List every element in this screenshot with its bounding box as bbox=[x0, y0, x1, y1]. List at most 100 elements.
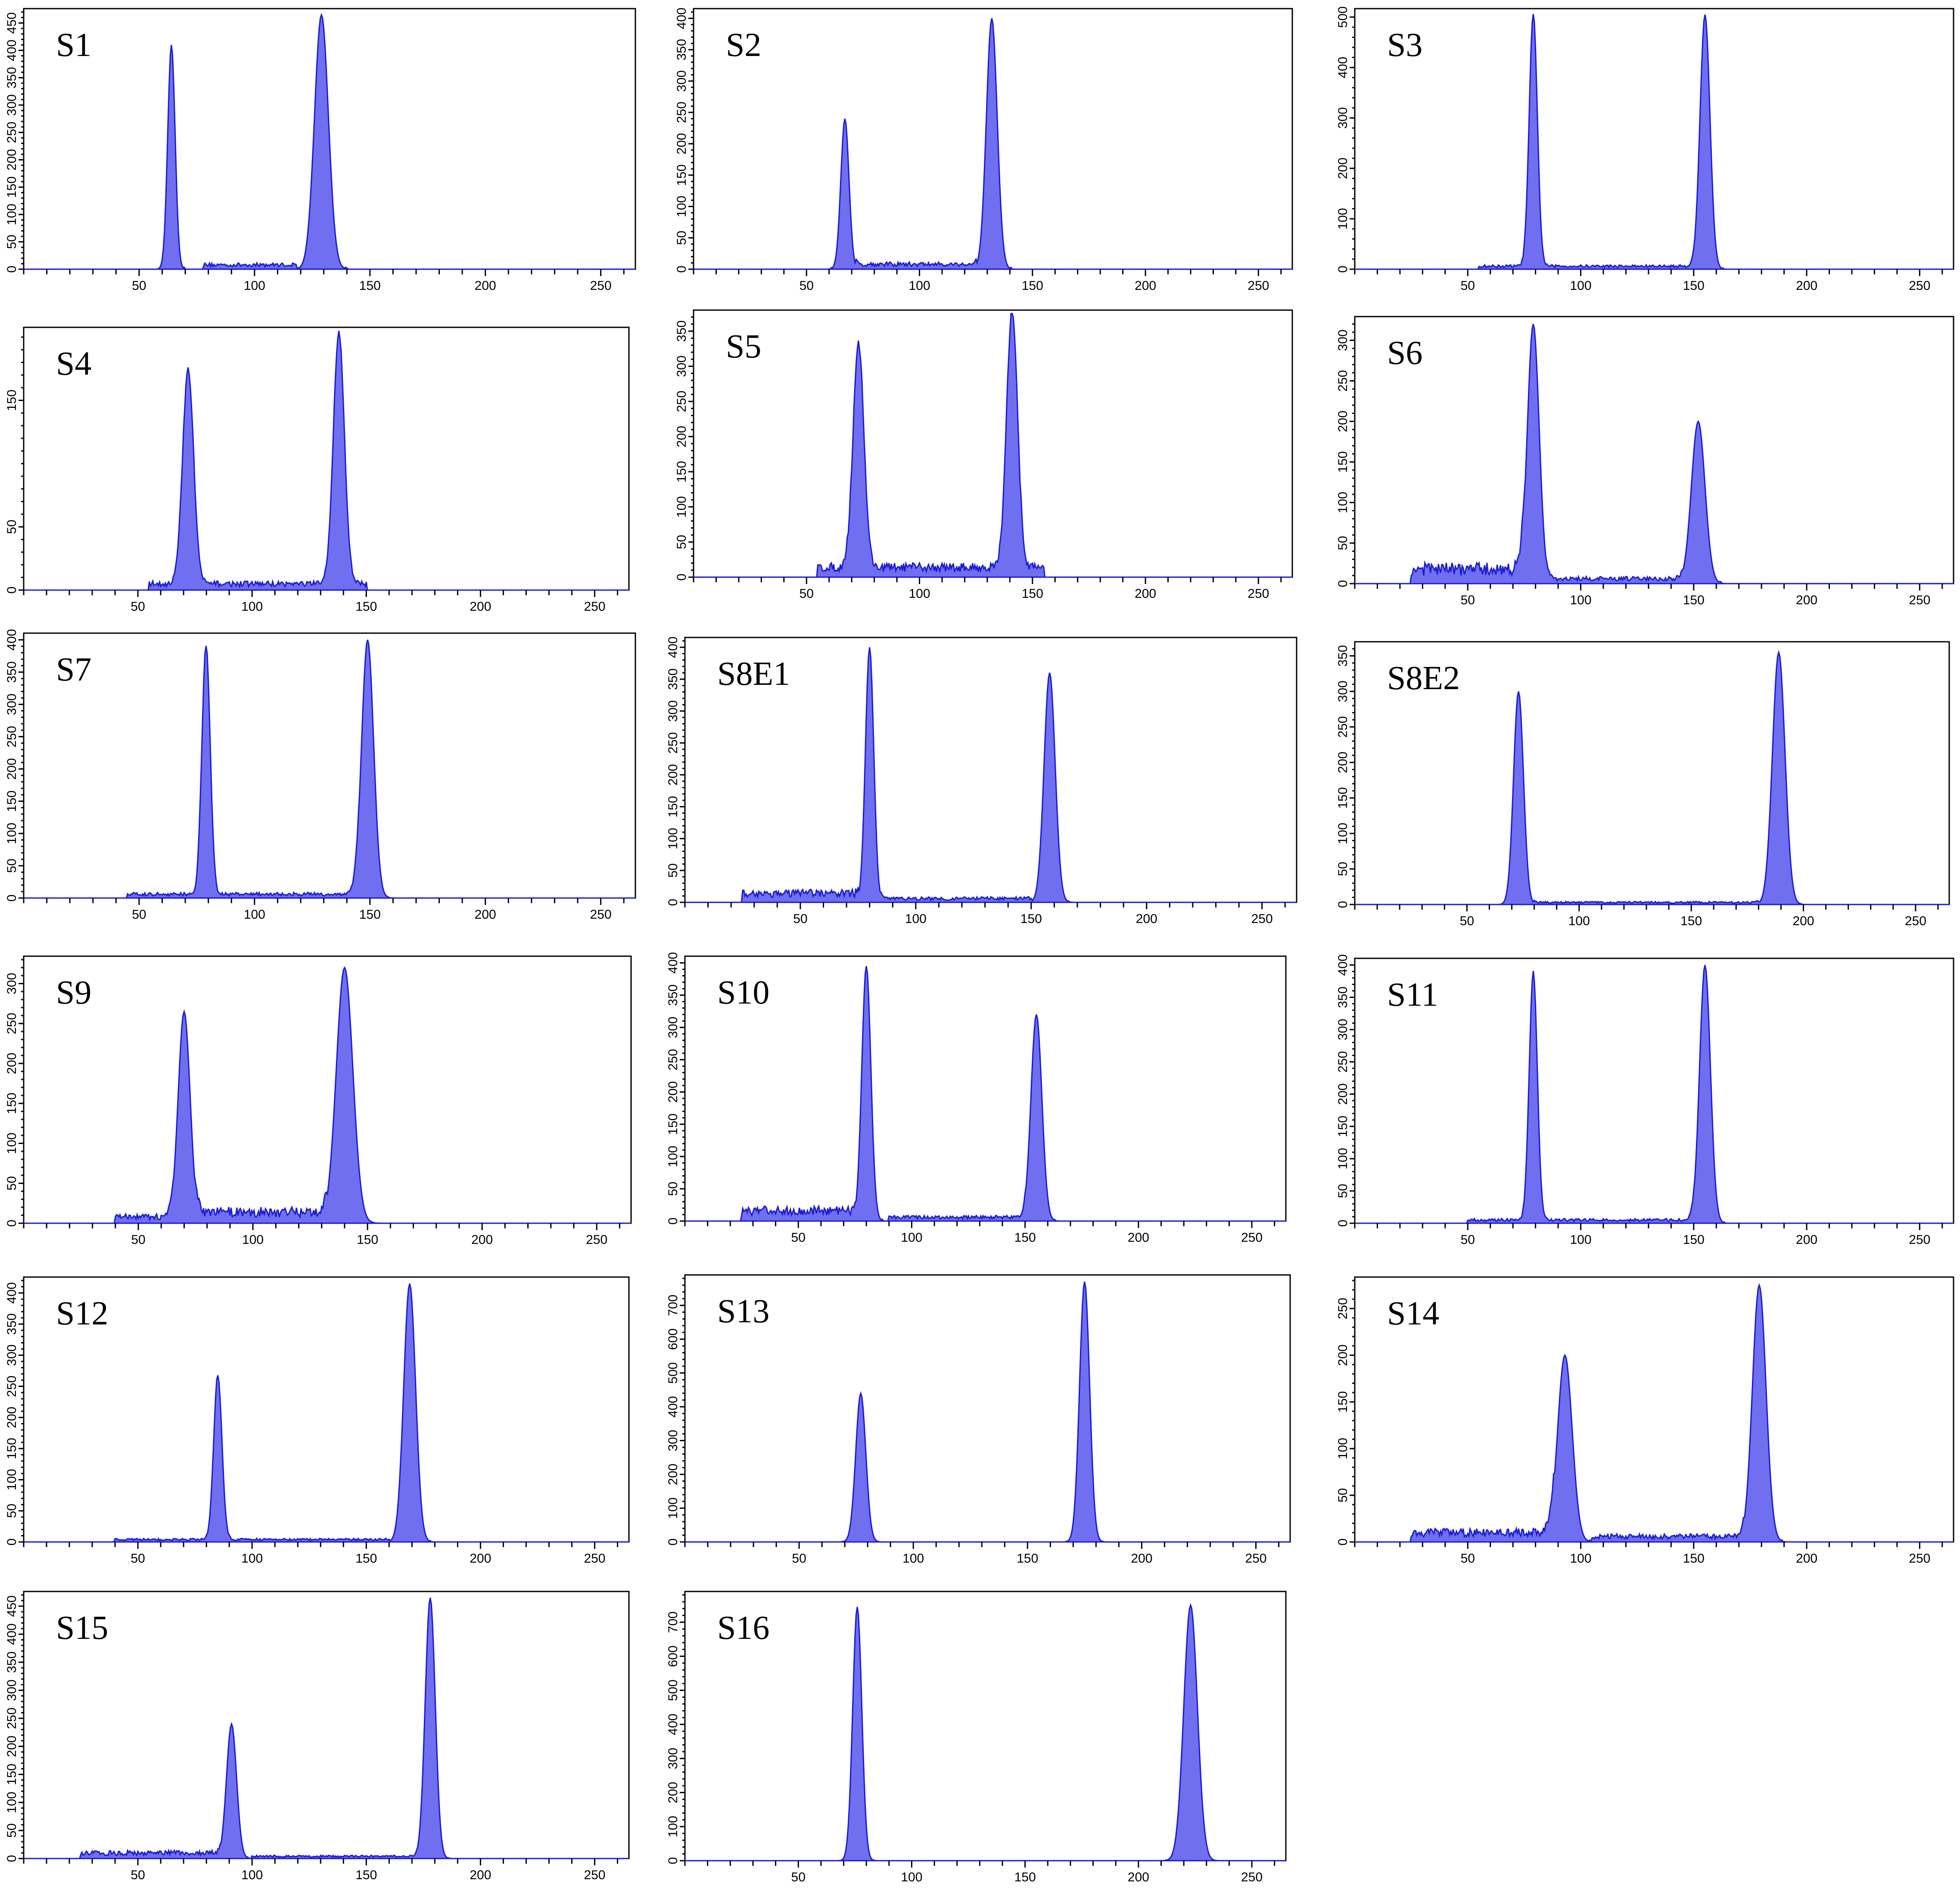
y-tick-label: 100 bbox=[5, 1133, 19, 1154]
y-tick-label: 50 bbox=[1336, 1488, 1350, 1502]
histogram-area bbox=[24, 966, 631, 1224]
y-tick-label: 0 bbox=[5, 1539, 19, 1546]
x-tick-label: 150 bbox=[1683, 1551, 1705, 1566]
y-tick-label: 250 bbox=[1336, 716, 1350, 738]
y-tick-label: 0 bbox=[1336, 1220, 1350, 1227]
y-tick-label: 0 bbox=[666, 1857, 680, 1865]
x-tick-label: 200 bbox=[1128, 1231, 1149, 1245]
y-tick-label: 0 bbox=[5, 1855, 19, 1862]
x-tick-label: 250 bbox=[590, 908, 612, 922]
y-tick-label: 150 bbox=[5, 176, 19, 198]
plot-frame bbox=[1354, 1276, 1954, 1543]
x-tick-label: 200 bbox=[470, 600, 491, 614]
y-tick-label: 100 bbox=[666, 1816, 680, 1837]
y-tick-label: 150 bbox=[1336, 1391, 1350, 1413]
y-tick-label: 50 bbox=[1336, 862, 1350, 876]
y-tick-label: 300 bbox=[1336, 107, 1350, 129]
plot-frame bbox=[23, 326, 630, 591]
y-tick-label: 250 bbox=[675, 102, 689, 123]
x-tick-label: 100 bbox=[242, 1233, 264, 1247]
y-tick-label: 150 bbox=[675, 461, 689, 482]
x-tick-label: 200 bbox=[1796, 593, 1817, 607]
y-tick-label: 0 bbox=[1336, 1539, 1350, 1546]
x-tick-label: 50 bbox=[1461, 279, 1475, 293]
y-tick-label: 400 bbox=[5, 629, 19, 650]
x-tick-label: 200 bbox=[470, 1551, 491, 1566]
x-tick-label: 50 bbox=[132, 279, 146, 293]
y-tick-label: 100 bbox=[1336, 823, 1350, 844]
x-tick-label: 200 bbox=[471, 1233, 493, 1247]
y-tick-label: 100 bbox=[5, 1469, 19, 1490]
histogram-panel-s4: 0 50 150 50 100 150 200 250 S4 bbox=[5, 326, 630, 614]
y-tick-label: 200 bbox=[5, 1407, 19, 1428]
x-tick-label: 50 bbox=[132, 908, 146, 922]
sample-label: S2 bbox=[726, 26, 761, 63]
x-tick-label: 100 bbox=[1570, 1551, 1591, 1566]
histogram-panel-s2: 0 50 100 150 200 250 300 350 400 50 100 150 200 250 S2 bbox=[675, 8, 1293, 293]
x-tick-label: 250 bbox=[1909, 1551, 1930, 1566]
plot-frame bbox=[23, 1276, 630, 1543]
sample-label: S4 bbox=[56, 345, 91, 382]
y-tick-label: 300 bbox=[5, 973, 19, 995]
sample-label: S16 bbox=[717, 1609, 769, 1646]
y-tick-label: 250 bbox=[5, 121, 19, 143]
y-tick-label: 0 bbox=[666, 1218, 680, 1225]
y-tick-label: 50 bbox=[1336, 536, 1350, 550]
x-tick-label: 250 bbox=[1909, 593, 1930, 607]
y-tick-label: 250 bbox=[1336, 370, 1350, 392]
y-tick-label: 0 bbox=[675, 266, 689, 273]
sample-label: S11 bbox=[1387, 976, 1438, 1013]
y-tick-label: 100 bbox=[675, 496, 689, 518]
y-tick-label: 250 bbox=[5, 1376, 19, 1397]
y-tick-label: 100 bbox=[1336, 1148, 1350, 1169]
y-tick-label: 400 bbox=[1336, 954, 1350, 976]
y-tick-label: 50 bbox=[5, 1176, 19, 1190]
plot-frame bbox=[693, 309, 1293, 578]
x-tick-label: 200 bbox=[1796, 279, 1817, 293]
x-tick-label: 50 bbox=[800, 279, 814, 293]
histogram-panel-s7: 0 50 100 150 200 250 300 350 400 50 100 150 200 250 S7 bbox=[5, 629, 636, 922]
y-tick-label: 150 bbox=[5, 1764, 19, 1785]
x-tick-label: 200 bbox=[1128, 1870, 1149, 1884]
x-tick-label: 250 bbox=[1248, 279, 1269, 293]
y-tick-label: 150 bbox=[5, 1438, 19, 1459]
y-tick-label: 150 bbox=[666, 1113, 680, 1135]
x-tick-label: 250 bbox=[1241, 1870, 1263, 1884]
histogram-area bbox=[685, 966, 1286, 1222]
y-tick-label: 200 bbox=[1336, 158, 1350, 179]
plot-frame bbox=[1354, 641, 1950, 905]
y-tick-label: 350 bbox=[5, 1651, 19, 1673]
x-tick-label: 200 bbox=[1792, 914, 1814, 928]
sample-label: S15 bbox=[56, 1609, 108, 1646]
y-tick-label: 200 bbox=[675, 133, 689, 155]
y-tick-label: 250 bbox=[1336, 1298, 1350, 1319]
histogram-area bbox=[1355, 650, 1949, 905]
y-tick-label: 700 bbox=[666, 1295, 680, 1316]
y-tick-label: 0 bbox=[666, 1539, 680, 1546]
x-tick-label: 100 bbox=[901, 1231, 922, 1245]
x-tick-label: 150 bbox=[1683, 1233, 1705, 1247]
x-tick-label: 50 bbox=[1461, 1551, 1475, 1566]
y-tick-label: 400 bbox=[5, 1282, 19, 1304]
y-tick-label: 50 bbox=[5, 858, 19, 873]
y-tick-label: 350 bbox=[5, 661, 19, 683]
histogram-panel-s1: 0 50 100 150 200 250 300 350 400 450 50 100 150 200 25… bbox=[5, 8, 636, 293]
y-tick-label: 300 bbox=[666, 1430, 680, 1452]
histogram-area bbox=[24, 330, 629, 591]
x-tick-label: 250 bbox=[590, 279, 612, 293]
x-tick-label: 150 bbox=[1683, 593, 1705, 607]
x-tick-label: 150 bbox=[1680, 914, 1702, 928]
histogram-area bbox=[24, 640, 635, 899]
y-tick-label: 300 bbox=[1336, 1019, 1350, 1040]
x-tick-label: 200 bbox=[470, 1868, 491, 1882]
y-tick-label: 250 bbox=[1336, 1051, 1350, 1072]
x-tick-label: 100 bbox=[908, 279, 930, 293]
histogram-panel-s13: 0 100 200 300 400 500 600 700 50 100 150 200 250 S13 bbox=[666, 1274, 1291, 1566]
x-tick-label: 100 bbox=[1570, 593, 1591, 607]
y-tick-label: 600 bbox=[666, 1328, 680, 1350]
y-tick-label: 350 bbox=[675, 39, 689, 60]
x-tick-label: 150 bbox=[359, 279, 381, 293]
x-tick-label: 200 bbox=[1796, 1551, 1817, 1566]
x-tick-label: 250 bbox=[1909, 279, 1930, 293]
y-tick-label: 400 bbox=[675, 8, 689, 29]
